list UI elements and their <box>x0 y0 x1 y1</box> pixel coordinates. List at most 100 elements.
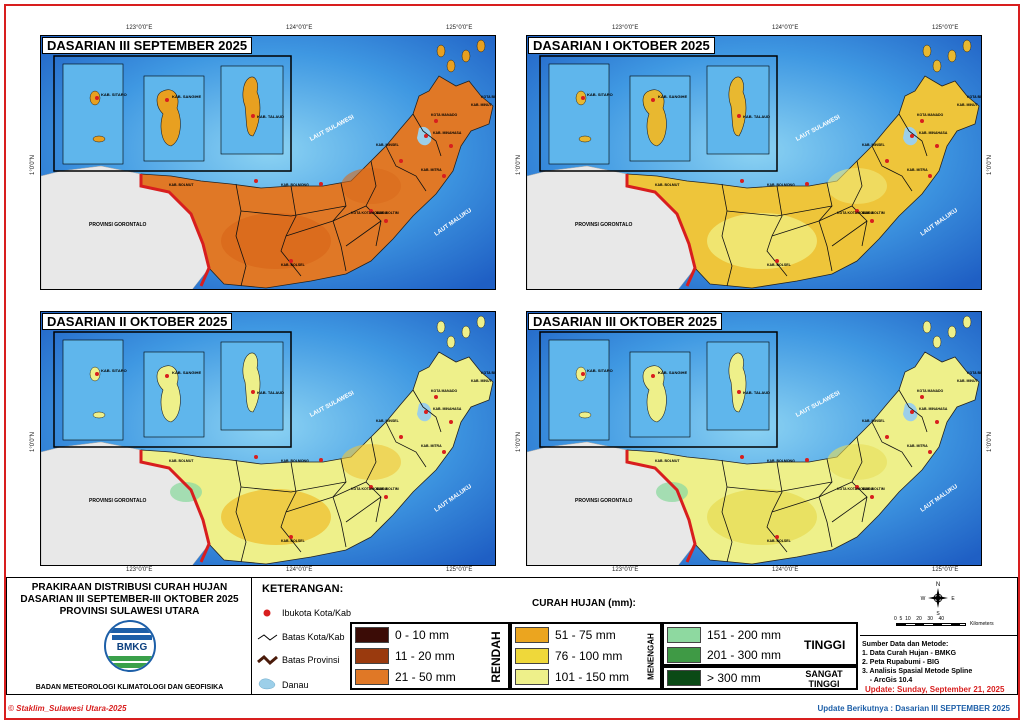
sumber-item: 3. Analisis Spasial Metode Spline <box>862 668 973 675</box>
label-kota-manado: KOTA MANADO <box>917 113 944 117</box>
map-panel: KAB. SITARO KAB. SANGIHE KAB. TALAUD LAUT S… <box>40 311 496 566</box>
rainfall-zone <box>221 213 331 269</box>
panel-title: DASARIAN III SEPTEMBER 2025 <box>42 37 253 54</box>
legend-label: 21 - 50 mm <box>395 670 456 684</box>
label-kota-manado: KOTA MANADO <box>431 389 458 393</box>
district-border-icon <box>257 634 278 641</box>
district-border <box>898 113 928 157</box>
capital-dot <box>384 495 388 499</box>
district-border <box>721 183 733 287</box>
legend-label: 201 - 300 mm <box>707 648 782 662</box>
capital-dot <box>920 119 924 123</box>
panel-title: DASARIAN II OKTOBER 2025 <box>42 313 233 330</box>
label-kab-bolmong: KAB. BOLMONG <box>767 183 795 187</box>
data-source: Sumber Data dan Metode: 1. Data Curah Hu… <box>862 640 972 685</box>
label-kab-mitra: KAB. MITRA <box>907 444 928 448</box>
org-name: BADAN METEOROLOGI KLIMATOLOGI DAN GEOFIS… <box>35 684 224 691</box>
capital-dot <box>651 374 655 378</box>
inset-map: KAB. SITARO KAB. SANGIHE KAB. TALAUD <box>53 331 292 448</box>
label-kab-bolmut: KAB. BOLMUT <box>655 183 680 187</box>
capital-dot <box>369 485 373 489</box>
rainfall-zone <box>827 444 887 480</box>
label-kab-bolmong: KAB. BOLMONG <box>281 183 309 187</box>
group-label-rendah: RENDAH <box>489 631 503 683</box>
capital-dot <box>399 159 403 163</box>
compass-south-label: S <box>936 611 940 616</box>
north-label: N <box>936 582 940 588</box>
district-border <box>385 421 427 468</box>
district-border <box>871 421 913 468</box>
small-island <box>962 315 972 329</box>
label-kab-minsel: KAB. MINSEL <box>862 143 886 147</box>
label-kab-sangihe: KAB. SANGIHE <box>172 370 201 375</box>
bmkg-logo: BMKG <box>104 620 156 672</box>
label-kab-boltim: KAB. BOLTIM <box>862 211 885 215</box>
scale-bar <box>896 623 966 626</box>
capital-dot <box>935 420 939 424</box>
label-kab-mitra: KAB. MITRA <box>907 168 928 172</box>
small-island <box>436 44 446 58</box>
sumber-item: 2. Peta Rupabumi - BIG <box>862 659 940 666</box>
coordinate-label: 1°0'0"N <box>516 154 522 175</box>
capital-dot <box>251 390 255 394</box>
label-kab-boltim: KAB. BOLTIM <box>862 487 885 491</box>
small-island <box>962 39 972 53</box>
label-kab-minsel: KAB. MINSEL <box>376 419 400 423</box>
small-island <box>461 49 471 63</box>
small-island <box>922 44 932 58</box>
capital-dot <box>775 535 779 539</box>
district-border <box>771 205 853 237</box>
legend-swatch-6 <box>667 627 701 643</box>
legend-group-sangat-tinggi: > 300 mm SANGAT TINGGI <box>662 666 858 690</box>
rainfall-zone <box>707 213 817 269</box>
coordinate-label: 125°0'0"E <box>932 25 959 31</box>
scale-numbers: 0 5 10 20 30 40 <box>894 616 945 622</box>
coordinate-label: 1°0'0"N <box>987 431 993 452</box>
island-talaud <box>242 352 261 413</box>
district-border <box>726 205 833 217</box>
label-kab-minahasa: KAB. MINAHASA <box>433 131 462 135</box>
capital-dot <box>449 420 453 424</box>
legend-label: 51 - 75 mm <box>555 628 616 642</box>
inset-frame <box>539 331 778 448</box>
inset-map: KAB. SITARO KAB. SANGIHE KAB. TALAUD <box>539 331 778 448</box>
capital-dot <box>289 535 293 539</box>
label-kab-minahasa: KAB. MINAHASA <box>919 407 948 411</box>
rainfall-zone <box>221 489 331 545</box>
capital-dot <box>910 410 914 414</box>
capital-dot <box>319 182 323 186</box>
legend-group-menengah: 51 - 75 mm 76 - 100 mm 101 - 150 mm MENE… <box>510 622 662 690</box>
inset-sangihe <box>629 351 691 438</box>
label-kota-kotamobagu: KOTA KOTAMOBAGU <box>351 487 388 491</box>
label-kab-talaud: KAB. TALAUD <box>257 114 284 119</box>
island-sangihe <box>642 89 667 147</box>
legend-group-rendah: 0 - 10 mm 11 - 20 mm 21 - 50 mm RENDAH <box>350 622 510 690</box>
map-panel: KAB. SITARO KAB. SANGIHE KAB. TALAUD LAUT S… <box>40 35 496 290</box>
small-island <box>932 59 942 73</box>
sumber-item: - ArcGis 10.4 <box>862 677 913 684</box>
capital-dot <box>384 219 388 223</box>
label-kota-kotamobagu: KOTA KOTAMOBAGU <box>351 211 388 215</box>
district-border <box>831 496 868 523</box>
legend-label: > 300 mm <box>707 671 761 685</box>
inset-sitaro <box>62 63 124 165</box>
ket-danau: Danau <box>282 680 309 690</box>
label-kab-sitaro: KAB. SITARO <box>587 368 613 373</box>
capital-dot <box>434 395 438 399</box>
coordinate-label: 125°0'0"E <box>932 567 959 573</box>
label-kab-mitra: KAB. MITRA <box>421 168 442 172</box>
ket-ibukota: Ibukota Kota/Kab <box>282 608 352 618</box>
capital-dot <box>805 182 809 186</box>
legend-title-line-2: DASARIAN III SEPTEMBER-III OKTOBER 2025 <box>20 594 239 605</box>
label-kab-bolsel: KAB. BOLSEL <box>767 539 792 543</box>
label-kab-sitaro: KAB. SITARO <box>101 368 127 373</box>
footer-credit: © Staklim_Sulawesi Utara-2025 <box>8 704 127 713</box>
label-prov-gorontalo: PROVINSI GORONTALO <box>89 222 147 228</box>
district-border <box>285 205 367 237</box>
island-talaud <box>242 76 261 137</box>
label-kab-boltim: KAB. BOLTIM <box>376 487 399 491</box>
district-border <box>235 183 247 287</box>
district-border <box>345 496 382 523</box>
district-border <box>285 481 367 513</box>
